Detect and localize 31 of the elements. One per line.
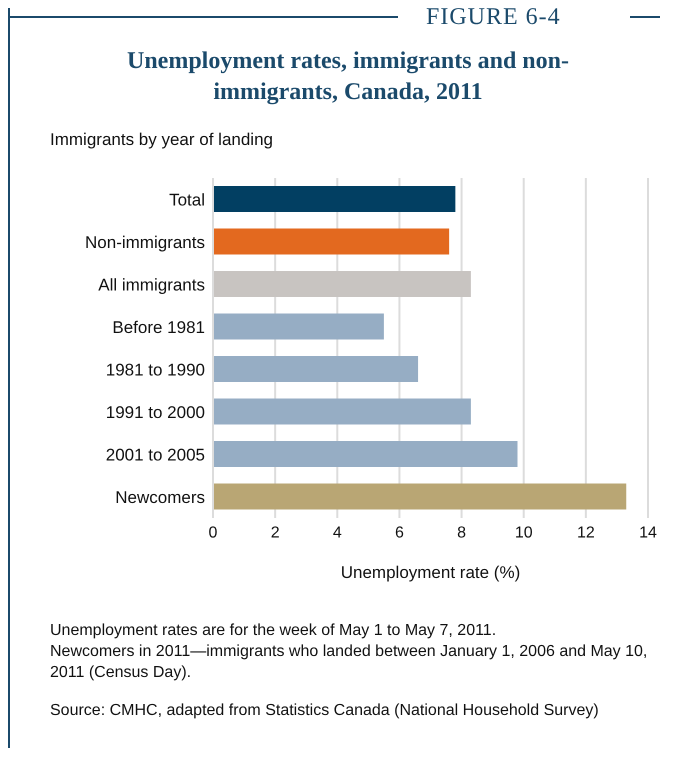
text: Unemployment rates are for the week of May 1 to May 7, 2011. <box>50 621 498 641</box>
bar <box>213 398 471 424</box>
x-tick-label: 6 <box>394 524 404 542</box>
x-axis-title: Unemployment rate (%) <box>340 563 520 582</box>
y-tick-label: Newcomers <box>115 488 205 507</box>
x-tick-label: 12 <box>576 524 595 542</box>
x-tick-label: 0 <box>208 524 218 542</box>
y-tick-label: Before 1981 <box>112 318 205 337</box>
caption: FIGURE 6-4 <box>426 4 561 31</box>
y-tick-label: 2001 to 2005 <box>106 445 205 464</box>
text: Newcomers in 2011—immigrants who landed between January 1, 2006 and May 10, 2011 (Census Day). <box>50 642 648 683</box>
y-tick-label: Non-immigrants <box>85 232 205 252</box>
y-axis-title: Immigrants by year of landing <box>50 130 273 150</box>
x-tick-label: 4 <box>332 524 342 542</box>
x-tick-label: 2 <box>270 524 280 542</box>
bar <box>213 441 518 467</box>
x-tick-label: 14 <box>639 524 657 542</box>
source-note: Source: CMHC, adapted from Statistics Canada (National Household Survey) <box>50 701 600 721</box>
y-tick-label: Total <box>169 190 205 210</box>
chart-title: Unemployment rates, immigrants and non-immigrants, Canada, 2011 <box>126 47 570 107</box>
y-tick-label: All immigrants <box>98 275 205 294</box>
bar <box>213 314 384 340</box>
x-tick-label: 10 <box>514 524 533 542</box>
y-tick-label: 1991 to 2000 <box>106 402 205 422</box>
bar <box>213 271 471 297</box>
y-tick-label: 1981 to 1990 <box>106 360 205 380</box>
bar <box>213 228 450 254</box>
bar <box>213 356 418 382</box>
bar <box>213 484 626 510</box>
x-tick-label: 8 <box>457 524 466 542</box>
bar <box>213 186 456 212</box>
